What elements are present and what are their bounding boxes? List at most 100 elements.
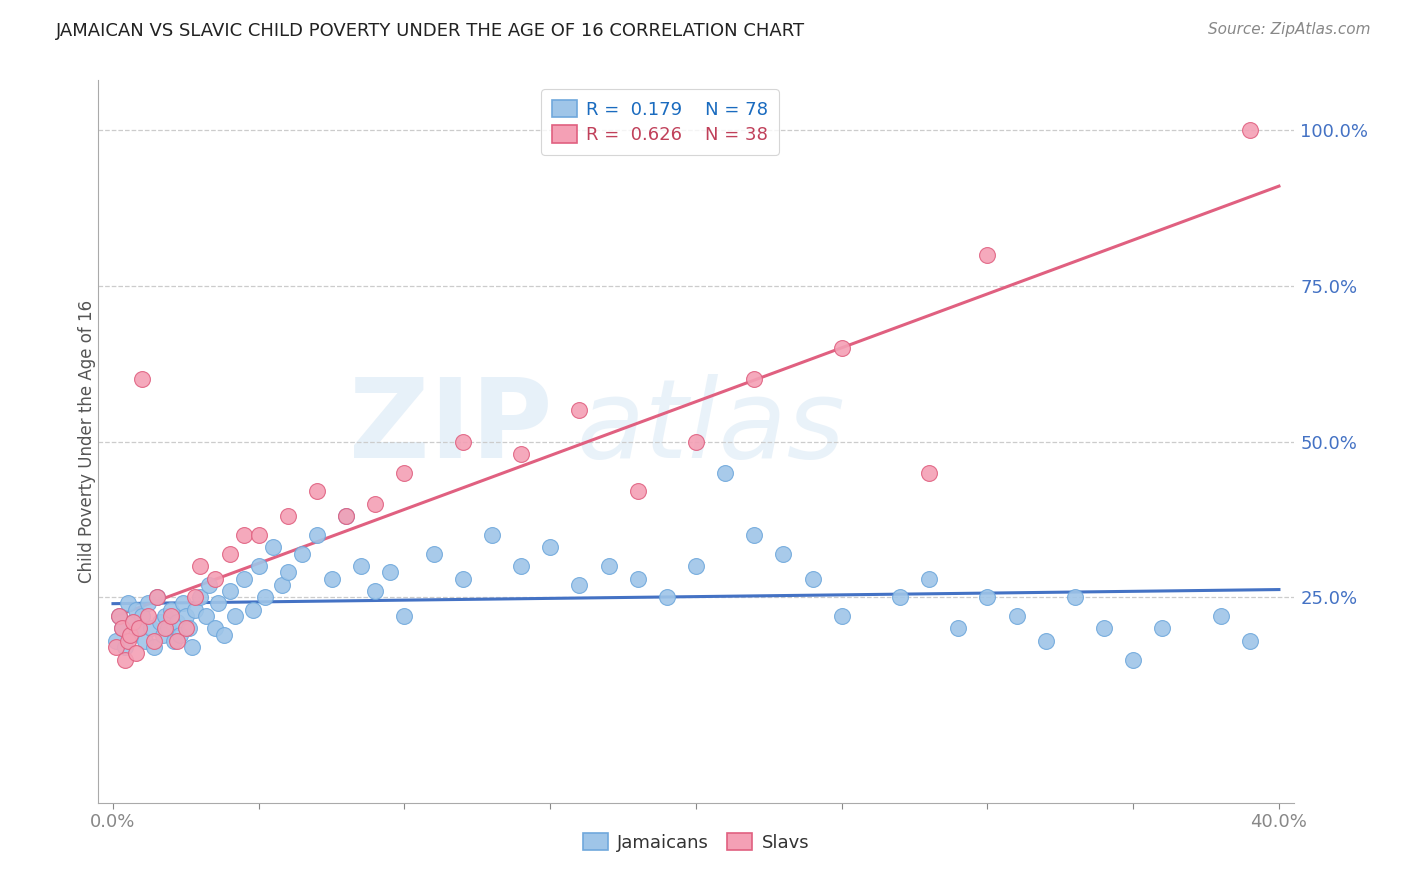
Point xyxy=(685,559,707,574)
Point xyxy=(177,621,200,635)
Point xyxy=(451,572,474,586)
Point xyxy=(122,615,145,630)
Point xyxy=(1239,633,1261,648)
Point xyxy=(321,572,343,586)
Point xyxy=(305,528,328,542)
Point xyxy=(510,559,533,574)
Point xyxy=(108,609,131,624)
Point xyxy=(207,597,229,611)
Point xyxy=(160,609,183,624)
Point xyxy=(136,609,159,624)
Point xyxy=(131,372,153,386)
Point xyxy=(305,484,328,499)
Point xyxy=(233,572,256,586)
Text: ZIP: ZIP xyxy=(349,374,553,481)
Point xyxy=(801,572,824,586)
Point xyxy=(204,621,226,635)
Point xyxy=(242,603,264,617)
Point xyxy=(422,547,444,561)
Point xyxy=(152,627,174,641)
Point xyxy=(568,578,591,592)
Point xyxy=(139,621,162,635)
Point xyxy=(976,248,998,262)
Point xyxy=(538,541,561,555)
Point xyxy=(166,633,188,648)
Point xyxy=(134,633,156,648)
Point xyxy=(125,646,148,660)
Y-axis label: Child Poverty Under the Age of 16: Child Poverty Under the Age of 16 xyxy=(79,300,96,583)
Point xyxy=(104,640,127,654)
Text: Source: ZipAtlas.com: Source: ZipAtlas.com xyxy=(1208,22,1371,37)
Point xyxy=(335,509,357,524)
Point xyxy=(190,591,212,605)
Point xyxy=(742,528,765,542)
Point xyxy=(142,640,165,654)
Point xyxy=(394,609,416,624)
Point xyxy=(145,591,167,605)
Point xyxy=(174,609,197,624)
Point xyxy=(247,528,270,542)
Point xyxy=(122,615,145,630)
Point xyxy=(190,559,212,574)
Point xyxy=(198,578,221,592)
Point xyxy=(108,609,131,624)
Point xyxy=(160,603,183,617)
Point xyxy=(120,627,142,641)
Point xyxy=(149,615,172,630)
Point xyxy=(262,541,284,555)
Point xyxy=(1005,609,1028,624)
Point xyxy=(183,591,205,605)
Point xyxy=(111,621,134,635)
Point xyxy=(948,621,970,635)
Point xyxy=(364,497,387,511)
Point xyxy=(889,591,911,605)
Point xyxy=(394,466,416,480)
Point xyxy=(155,609,177,624)
Point xyxy=(224,609,246,624)
Point xyxy=(174,621,197,635)
Point xyxy=(157,621,180,635)
Point xyxy=(163,633,186,648)
Point xyxy=(335,509,357,524)
Point xyxy=(627,572,650,586)
Point xyxy=(831,609,853,624)
Legend: Jamaicans, Slavs: Jamaicans, Slavs xyxy=(575,826,817,859)
Point xyxy=(131,609,153,624)
Point xyxy=(277,566,299,580)
Point xyxy=(114,640,136,654)
Point xyxy=(714,466,737,480)
Point xyxy=(277,509,299,524)
Point xyxy=(291,547,314,561)
Point xyxy=(169,627,191,641)
Point xyxy=(166,615,188,630)
Point xyxy=(172,597,194,611)
Point xyxy=(451,434,474,449)
Point xyxy=(128,621,150,635)
Point xyxy=(253,591,276,605)
Point xyxy=(1035,633,1057,648)
Point xyxy=(1209,609,1232,624)
Point xyxy=(1152,621,1174,635)
Point xyxy=(772,547,794,561)
Point xyxy=(145,591,167,605)
Point xyxy=(918,466,941,480)
Point xyxy=(627,484,650,499)
Point xyxy=(183,603,205,617)
Point xyxy=(117,597,139,611)
Point xyxy=(180,640,202,654)
Point xyxy=(364,584,387,599)
Point xyxy=(378,566,401,580)
Point xyxy=(350,559,373,574)
Point xyxy=(117,633,139,648)
Point xyxy=(271,578,294,592)
Point xyxy=(114,652,136,666)
Point xyxy=(742,372,765,386)
Point xyxy=(655,591,678,605)
Point xyxy=(568,403,591,417)
Point xyxy=(204,572,226,586)
Point xyxy=(481,528,503,542)
Point xyxy=(128,621,150,635)
Point xyxy=(218,547,240,561)
Point xyxy=(212,627,235,641)
Point xyxy=(1064,591,1087,605)
